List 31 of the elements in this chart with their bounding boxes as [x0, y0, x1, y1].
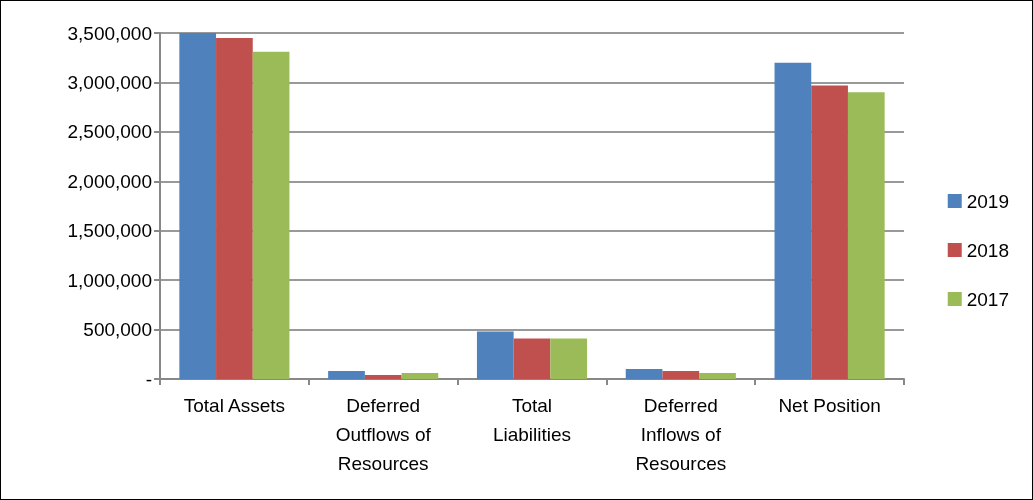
bar — [625, 369, 663, 379]
bar — [699, 373, 736, 379]
y-tick-label: 2,000,000 — [67, 170, 152, 192]
bar — [513, 338, 551, 379]
bar — [550, 338, 588, 379]
y-tick-label: 3,500,000 — [67, 22, 152, 44]
bar — [252, 51, 290, 379]
x-tick-label: Total Assets — [183, 395, 286, 416]
x-tick-label: Total Liabilities — [492, 395, 572, 445]
legend-label: 2019 — [966, 190, 1010, 212]
x-tick-label: Deferred Outflows of Resources — [335, 395, 432, 474]
legend-label: 2018 — [966, 239, 1010, 261]
bar — [364, 375, 402, 379]
bar — [328, 371, 365, 379]
y-tick-label: 500,000 — [83, 319, 152, 341]
bar — [774, 62, 812, 379]
y-tick-label: 1,500,000 — [67, 220, 152, 242]
y-tick-label: 3,000,000 — [67, 71, 152, 93]
legend-label: 2017 — [966, 288, 1010, 310]
bar — [811, 85, 848, 379]
bar — [476, 331, 514, 379]
y-tick-label: - — [145, 368, 152, 390]
bar — [216, 37, 253, 379]
x-tick-label: Deferred Inflows of Resources — [635, 395, 727, 474]
bar — [847, 92, 885, 379]
y-tick-label: 2,500,000 — [67, 121, 152, 143]
bar — [401, 373, 439, 379]
y-tick-label: 1,000,000 — [67, 269, 152, 291]
x-tick-label: Net Position — [778, 395, 881, 416]
bar — [662, 371, 700, 379]
bar — [179, 33, 217, 379]
